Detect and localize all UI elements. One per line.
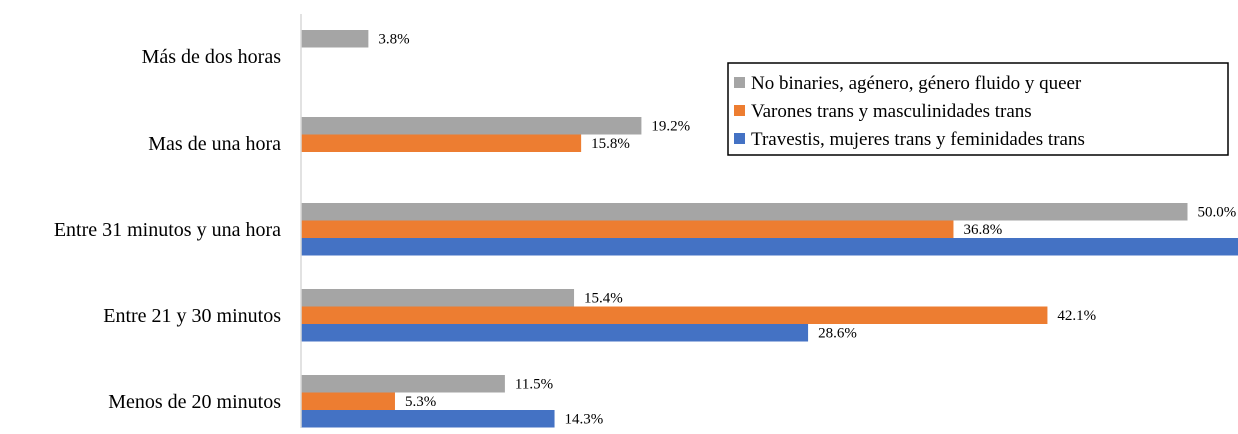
data-label: 50.0% [1198,205,1237,221]
data-label: 42.1% [1057,308,1096,324]
legend-entry-label: Varones trans y masculinidades trans [751,101,1032,122]
bar-varones-trans-y-masculin-entre-21-y-30-minutos [301,306,1048,324]
legend-box [727,62,1229,156]
category-label-entre-21-y-30-minutos: Entre 21 y 30 minutos [103,305,281,327]
bar-no-binaries-agenero-gene-entre-31-minutos-y-una-hora [301,203,1188,221]
bar-travestis-mujeres-trans--entre-21-y-30-minutos [301,324,809,342]
category-label-menos-de-20-minutos: Menos de 20 minutos [108,391,281,413]
data-label: 15.4% [584,291,623,307]
bar-varones-trans-y-masculin-mas-de-una-hora [301,134,582,152]
bar-no-binaries-agenero-gene-mas-de-una-hora [301,117,642,135]
legend-swatch [734,77,745,88]
bar-no-binaries-agenero-gene-menos-de-20-minutos [301,375,505,393]
legend-swatch [734,133,745,144]
legend-entry-label: Travestis, mujeres trans y feminidades t… [751,129,1085,150]
legend-swatch [734,105,745,116]
data-label: 19.2% [651,119,690,135]
data-label: 36.8% [963,222,1002,238]
data-label: 28.6% [818,326,857,342]
legend-entry-label: No binaries, agénero, género fluido y qu… [751,73,1082,94]
bar-travestis-mujeres-trans--entre-31-minutos-y-una-hora [301,238,1238,256]
legend: No binaries, agénero, género fluido y qu… [727,62,1229,156]
category-label-mas-de-dos-horas: Más de dos horas [142,46,282,68]
bar-no-binaries-agenero-gene-mas-de-dos-horas [301,30,369,48]
bar-varones-trans-y-masculin-menos-de-20-minutos [301,392,395,410]
data-label: 15.8% [591,136,630,152]
category-label-mas-de-una-hora: Mas de una hora [148,133,281,155]
data-label: 5.3% [405,394,436,410]
bar-no-binaries-agenero-gene-entre-21-y-30-minutos [301,289,575,307]
bar-varones-trans-y-masculin-entre-31-minutos-y-una-hora [301,220,954,238]
bar-travestis-mujeres-trans--menos-de-20-minutos [301,410,555,428]
data-label: 14.3% [565,412,604,428]
data-label: 11.5% [515,377,553,393]
data-label: 3.8% [378,32,409,48]
category-label-entre-31-minutos-y-una-hora: Entre 31 minutos y una hora [54,219,281,241]
